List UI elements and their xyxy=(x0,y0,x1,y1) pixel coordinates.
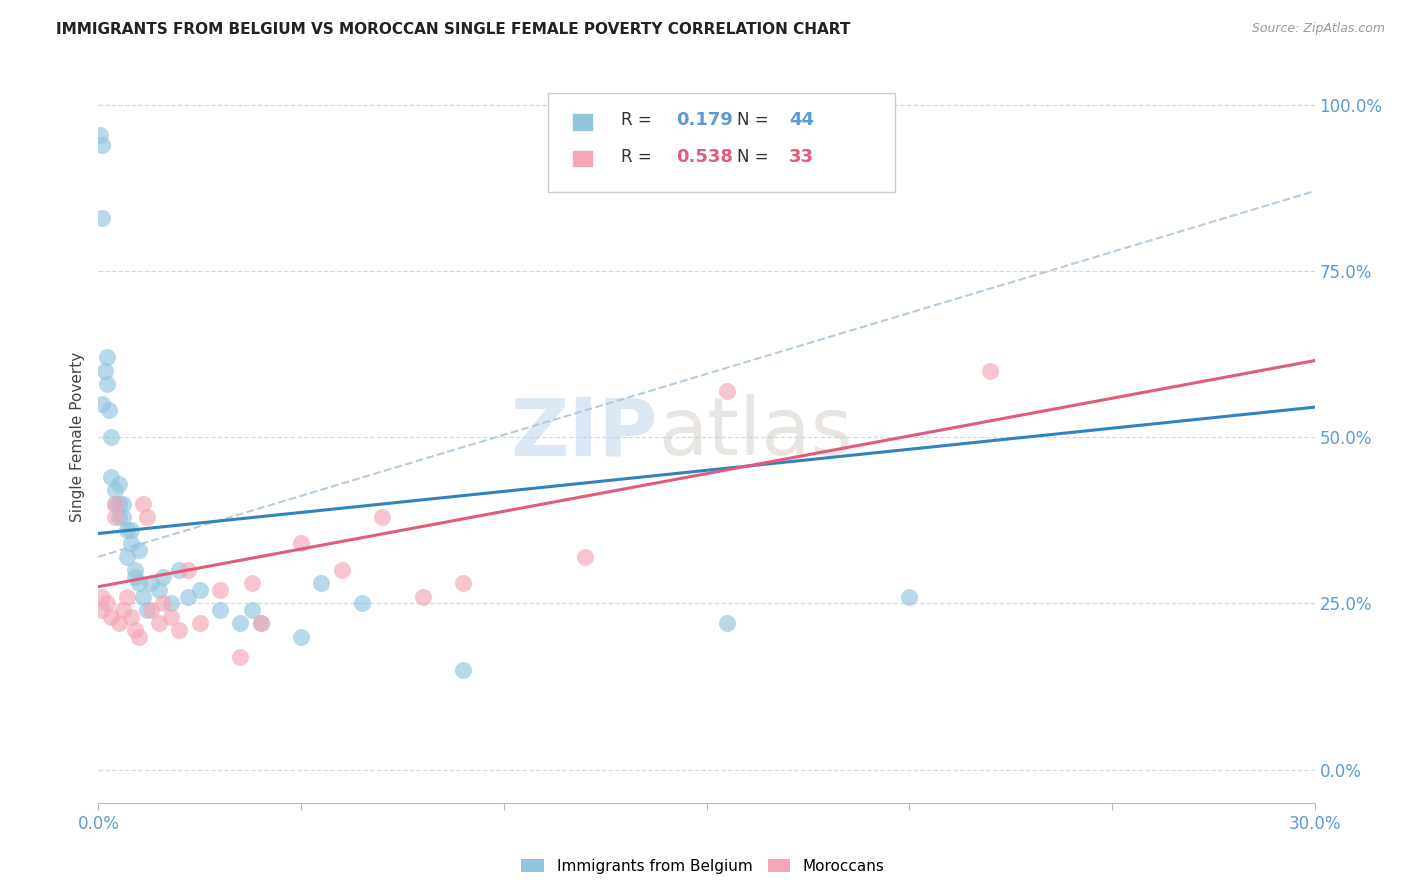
Text: IMMIGRANTS FROM BELGIUM VS MOROCCAN SINGLE FEMALE POVERTY CORRELATION CHART: IMMIGRANTS FROM BELGIUM VS MOROCCAN SING… xyxy=(56,22,851,37)
Point xyxy=(111,603,134,617)
Point xyxy=(229,649,252,664)
Point xyxy=(120,536,142,550)
Point xyxy=(107,497,129,511)
Point xyxy=(100,430,122,444)
Point xyxy=(111,509,134,524)
Point xyxy=(111,497,134,511)
Point xyxy=(330,563,353,577)
Point xyxy=(104,509,127,524)
Point xyxy=(242,576,264,591)
Point xyxy=(979,363,1001,377)
Point xyxy=(91,590,114,604)
Point xyxy=(100,470,122,484)
Point xyxy=(209,603,232,617)
FancyBboxPatch shape xyxy=(571,113,593,130)
Point xyxy=(412,590,434,604)
Point xyxy=(91,211,114,225)
Point xyxy=(148,582,170,597)
Point xyxy=(371,509,394,524)
Point xyxy=(96,596,118,610)
FancyBboxPatch shape xyxy=(571,150,593,167)
Text: 44: 44 xyxy=(789,112,814,129)
Point xyxy=(132,590,155,604)
Point xyxy=(169,623,191,637)
Point xyxy=(136,509,159,524)
Point xyxy=(90,137,112,152)
Point xyxy=(350,596,373,610)
Point xyxy=(107,509,129,524)
Point xyxy=(249,616,271,631)
Point xyxy=(716,616,738,631)
Text: 0.538: 0.538 xyxy=(676,148,733,166)
Point xyxy=(136,603,159,617)
Point xyxy=(148,616,170,631)
Point xyxy=(132,497,155,511)
Point xyxy=(104,497,127,511)
Point xyxy=(128,576,150,591)
Point xyxy=(120,609,142,624)
Point xyxy=(107,616,129,631)
Point xyxy=(120,523,142,537)
Point xyxy=(97,403,120,417)
Point xyxy=(188,582,211,597)
Point xyxy=(169,563,191,577)
Text: N =: N = xyxy=(737,148,773,166)
Point xyxy=(104,483,127,498)
Point xyxy=(96,376,118,391)
Point xyxy=(115,590,138,604)
Point xyxy=(107,476,129,491)
Point xyxy=(96,351,118,365)
Text: Source: ZipAtlas.com: Source: ZipAtlas.com xyxy=(1251,22,1385,36)
Point xyxy=(160,596,183,610)
Text: N =: N = xyxy=(737,112,773,129)
Point xyxy=(209,582,232,597)
Text: atlas: atlas xyxy=(658,394,852,473)
Point xyxy=(716,384,738,398)
Point xyxy=(188,616,211,631)
Text: ZIP: ZIP xyxy=(510,394,658,473)
Point xyxy=(124,570,146,584)
Point xyxy=(242,603,264,617)
Text: R =: R = xyxy=(621,112,658,129)
Point xyxy=(124,563,146,577)
Point xyxy=(290,630,312,644)
Point xyxy=(115,523,138,537)
FancyBboxPatch shape xyxy=(548,94,896,192)
Point xyxy=(290,536,312,550)
Point xyxy=(229,616,252,631)
Point xyxy=(93,363,115,377)
Point xyxy=(89,128,111,142)
Text: 0.179: 0.179 xyxy=(676,112,733,129)
Point xyxy=(453,663,475,677)
Text: R =: R = xyxy=(621,148,658,166)
Point xyxy=(152,570,174,584)
Point xyxy=(128,630,150,644)
Legend: Immigrants from Belgium, Moroccans: Immigrants from Belgium, Moroccans xyxy=(515,853,891,880)
Point xyxy=(249,616,271,631)
Point xyxy=(176,590,198,604)
Point xyxy=(574,549,596,564)
Point xyxy=(100,609,122,624)
Point xyxy=(91,397,114,411)
Y-axis label: Single Female Poverty: Single Female Poverty xyxy=(70,352,86,522)
Point xyxy=(160,609,183,624)
Point xyxy=(176,563,198,577)
Point xyxy=(898,590,921,604)
Point xyxy=(115,549,138,564)
Point xyxy=(139,576,162,591)
Point xyxy=(152,596,174,610)
Point xyxy=(311,576,333,591)
Text: 33: 33 xyxy=(789,148,814,166)
Point xyxy=(124,623,146,637)
Point xyxy=(91,603,114,617)
Point xyxy=(453,576,475,591)
Point xyxy=(139,603,162,617)
Point xyxy=(104,497,127,511)
Point xyxy=(128,543,150,558)
